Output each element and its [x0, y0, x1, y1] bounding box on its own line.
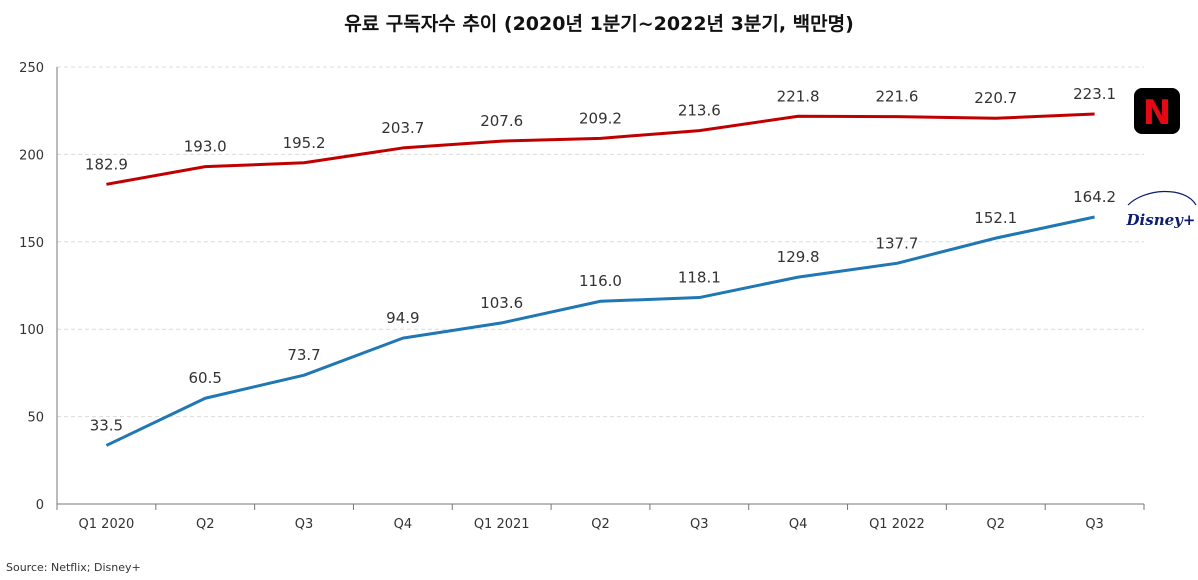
x-tick-label: Q3 [1085, 517, 1104, 532]
data-labels: 182.9 193.0 195.2 203.7 207.6 209.2 213.6 221.8… [85, 85, 1116, 434]
y-tick-label: 200 [19, 148, 44, 163]
x-tick-label: Q4 [789, 517, 808, 532]
netflix-logo-letter: N [1143, 93, 1171, 133]
disney-data-label: 137.7 [875, 234, 918, 252]
disney-data-label: 33.5 [90, 416, 123, 434]
netflix-data-label: 220.7 [974, 89, 1017, 107]
disney-data-label: 116.0 [579, 272, 622, 290]
disney-arc-icon [1127, 190, 1197, 206]
disney-data-label: 73.7 [287, 346, 320, 364]
netflix-logo: N [1134, 88, 1180, 134]
disney-data-label: 60.5 [189, 369, 222, 387]
disney-data-label: 129.8 [777, 248, 820, 266]
netflix-data-label: 209.2 [579, 109, 622, 127]
netflix-data-label: 221.6 [875, 88, 918, 106]
netflix-data-label: 213.6 [678, 102, 721, 120]
disney-data-label: 103.6 [480, 294, 523, 312]
netflix-data-label: 221.8 [777, 87, 820, 105]
disney-data-label: 152.1 [974, 209, 1017, 227]
disney-logo: Disney+ [1126, 190, 1197, 229]
y-tick-label: 100 [19, 323, 44, 338]
netflix-data-label: 203.7 [381, 119, 424, 137]
source-note: Source: Netflix; Disney+ [6, 561, 141, 574]
disney-line [105, 215, 1095, 447]
x-tick-label: Q1 2020 [79, 517, 135, 532]
y-tick-label: 150 [19, 236, 44, 251]
chart-title: 유료 구독자수 추이 (2020년 1분기~2022년 3분기, 백만명) [344, 13, 854, 35]
x-tick-label: Q3 [295, 517, 314, 532]
netflix-data-label: 193.0 [184, 138, 227, 156]
x-tick-label: Q1 2021 [474, 517, 530, 532]
netflix-data-label: 223.1 [1073, 85, 1116, 103]
disney-data-label: 94.9 [386, 309, 419, 327]
netflix-line [106, 112, 1095, 186]
y-tick-label: 50 [27, 411, 44, 426]
x-tick-label: Q1 2022 [869, 517, 925, 532]
disney-logo-text: Disney+ [1126, 211, 1196, 229]
netflix-data-label: 207.6 [480, 112, 523, 130]
x-tick-label: Q2 [196, 517, 215, 532]
x-tick-label: Q2 [591, 517, 610, 532]
x-tick-label: Q3 [690, 517, 709, 532]
netflix-data-label: 182.9 [85, 155, 128, 173]
y-tick-label: 0 [36, 498, 44, 513]
series [105, 112, 1095, 447]
disney-data-label: 118.1 [678, 269, 721, 287]
netflix-data-label: 195.2 [283, 134, 326, 152]
axes: 0 50 100 150 200 250 Q1 2020 Q2 Q3 Q4 Q1 2021 Q2 Q3 Q… [19, 61, 1145, 532]
x-tick-label: Q2 [987, 517, 1006, 532]
x-tick-label: Q4 [394, 517, 413, 532]
disney-data-label: 164.2 [1073, 188, 1116, 206]
y-tick-label: 250 [19, 61, 44, 76]
grid [57, 66, 1144, 418]
